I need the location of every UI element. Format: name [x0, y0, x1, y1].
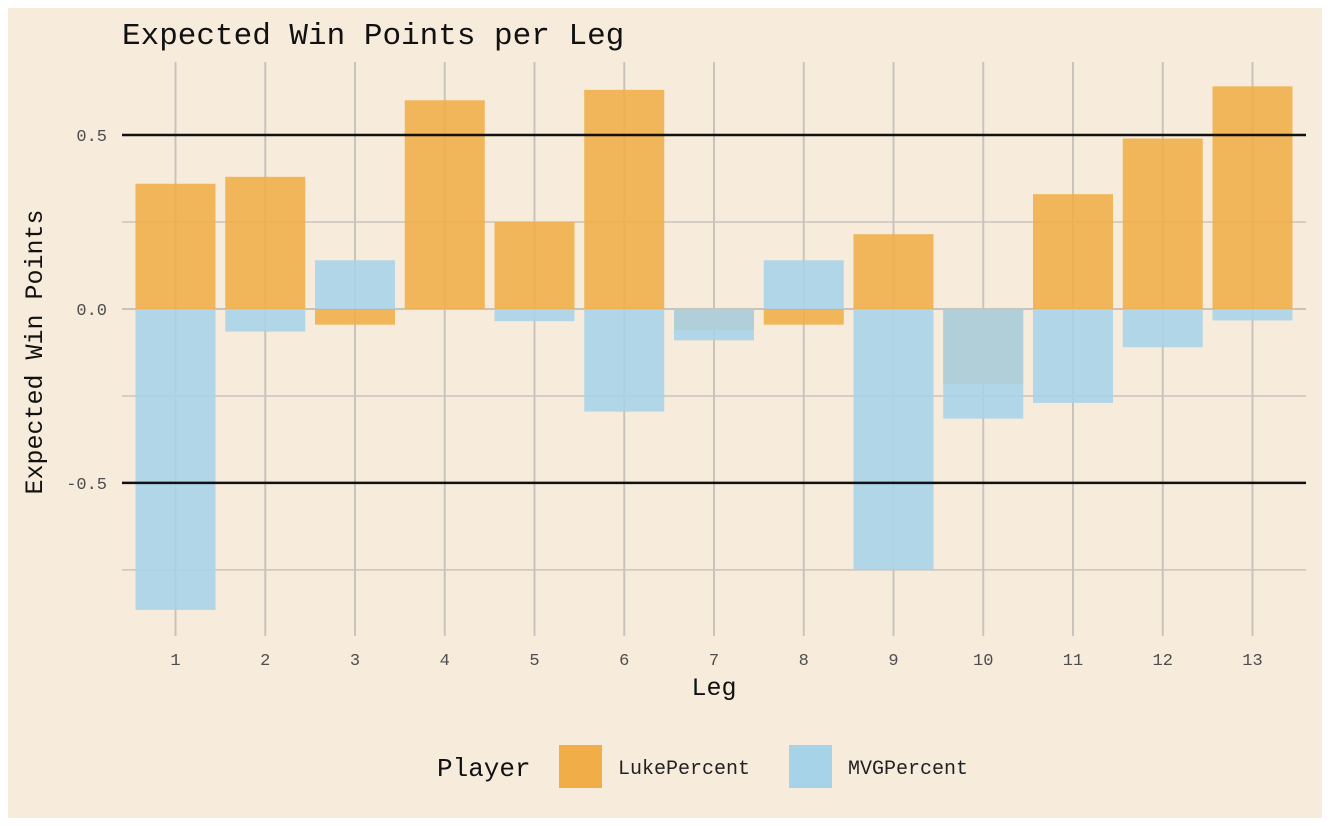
- bar-lukepercent-leg-3: [315, 308, 395, 325]
- bar-mvgpercent-leg-7: [674, 308, 754, 341]
- x-tick-label: 8: [799, 652, 809, 671]
- y-tick-label: 0.5: [76, 128, 107, 147]
- bar-lukepercent-leg-12: [1122, 138, 1203, 309]
- y-tick-label: 0.0: [76, 302, 107, 321]
- bar-mvgpercent-leg-13: [1212, 308, 1293, 321]
- legend: Player LukePercent MVGPercent: [437, 745, 968, 788]
- bar-mvgpercent-leg-9: [853, 308, 934, 570]
- axis-labels-layer: 1 2 3 4 5 6 7 8 9 10 11 12 13-0.50.00.5: [66, 128, 1263, 671]
- bar-mvgpercent-leg-10: [943, 308, 1024, 419]
- bar-lukepercent-leg-13: [1212, 86, 1293, 309]
- reference-lines-layer: [122, 133, 1306, 485]
- bar-lukepercent-leg-1: [135, 183, 216, 309]
- bar-mvgpercent-leg-5: [494, 308, 575, 322]
- bar-mvgpercent-leg-1: [135, 308, 216, 610]
- bar-mvgpercent-leg-11: [1033, 308, 1113, 403]
- legend-swatch-lukepercent: [559, 745, 602, 788]
- bar-lukepercent-leg-2: [225, 176, 306, 309]
- x-tick-label: 5: [529, 652, 539, 671]
- chart-title: Expected Win Points per Leg: [122, 19, 624, 54]
- x-tick-label: 7: [709, 652, 719, 671]
- x-tick-label: 9: [888, 652, 898, 671]
- y-tick-label: -0.5: [66, 476, 107, 495]
- x-tick-label: 6: [619, 652, 629, 671]
- legend-label-mvgpercent: MVGPercent: [848, 758, 968, 781]
- y-axis-title: Expected Win Points: [21, 209, 50, 494]
- x-tick-label: 3: [350, 652, 360, 671]
- bar-mvgpercent-leg-3: [315, 260, 395, 309]
- bar-lukepercent-leg-5: [494, 222, 575, 309]
- x-axis-title: Leg: [691, 674, 736, 703]
- x-tick-label: 12: [1153, 652, 1173, 671]
- bar-lukepercent-leg-9: [853, 234, 934, 309]
- x-tick-label: 1: [170, 652, 180, 671]
- x-tick-label: 4: [440, 652, 450, 671]
- x-tick-label: 10: [973, 652, 993, 671]
- legend-title: Player: [437, 754, 531, 784]
- x-tick-label: 11: [1063, 652, 1083, 671]
- legend-swatch-mvgpercent: [789, 745, 832, 788]
- x-tick-label: 13: [1242, 652, 1262, 671]
- bar-mvgpercent-leg-2: [225, 308, 306, 332]
- bar-mvgpercent-leg-12: [1122, 308, 1203, 348]
- bar-lukepercent-leg-11: [1033, 194, 1113, 309]
- bar-lukepercent-leg-8: [763, 308, 844, 325]
- bar-lukepercent-leg-4: [404, 100, 485, 309]
- x-tick-label: 2: [260, 652, 270, 671]
- bar-mvgpercent-leg-8: [763, 260, 844, 309]
- bar-lukepercent-leg-6: [584, 89, 665, 309]
- legend-label-lukepercent: LukePercent: [618, 758, 750, 781]
- chart-background: [8, 8, 1322, 818]
- bar-mvgpercent-leg-6: [584, 308, 665, 412]
